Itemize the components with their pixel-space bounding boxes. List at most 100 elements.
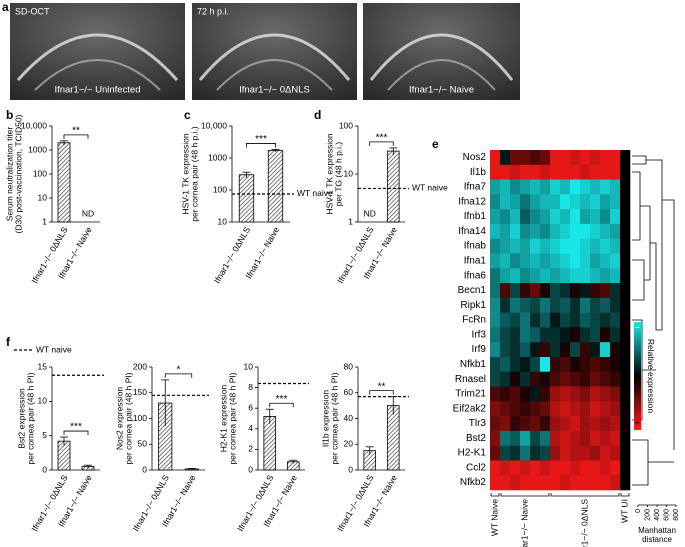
y-axis-label: per cornea pair (48 h PI) [123,372,133,464]
heatmap-cell [620,223,631,239]
bar [57,440,71,471]
heatmap-cell [550,223,561,239]
heatmap-cell [590,356,601,373]
heatmap-cell [500,327,511,343]
y-tick-label: 100 [339,120,353,130]
heatmap-cell [500,342,511,358]
heatmap-cell [530,209,541,225]
significance-label: *** [276,394,288,405]
row-label: Eif2ak2 [453,403,487,414]
heatmap-cell [600,238,611,254]
heatmap-cell [530,416,541,432]
heatmap-cell [580,283,591,299]
group-bracket [490,493,500,497]
y-tick-label: 4 [248,423,253,433]
heatmap-cell [490,194,501,210]
cornea-arc [369,33,514,81]
heatmap-cell [560,475,571,491]
heatmap-cell [550,342,561,358]
heatmap-cell [550,283,561,299]
heatmap-cell [600,179,611,195]
heatmap-cell [490,150,501,166]
heatmap-cell [520,445,531,461]
heatmap-cell [510,475,521,491]
heatmap-cell [590,475,601,491]
heatmap-cell [580,238,591,254]
heatmap-cell [570,179,581,195]
heatmap-cell [540,150,551,166]
heatmap-cell [550,297,561,313]
panel-label: d [314,108,321,122]
heatmap-cell [510,416,521,432]
heatmap-cell [610,416,621,432]
panel-label: c [184,108,191,122]
row-label: Bst2 [466,433,486,444]
row-label: H2-K1 [458,448,487,459]
heatmap-cell [510,312,521,328]
row-label: Ripk1 [460,300,486,311]
heatmap-cell [490,356,501,373]
heatmap-cell [560,386,571,402]
heatmap-cell [600,194,611,210]
heatmap-cell [500,371,511,387]
y-tick-label: 100 [33,168,47,178]
heatmap-cell [610,371,621,387]
significance-bracket [63,134,89,139]
row-label: Rnasel [455,374,486,385]
heatmap-cell [610,223,621,239]
heatmap-cell [580,401,591,417]
row-label: Nos2 [463,152,487,163]
heatmap-cell [570,209,581,225]
heatmap-cell [560,327,571,343]
heatmap-cell [620,342,631,358]
heatmap-cell [610,194,621,210]
y-axis-label: Bst2 expression [16,388,26,449]
heatmap-cell [530,401,541,417]
heatmap-cell [620,238,631,254]
heatmap-cell [610,150,621,166]
heatmap-cell [510,430,521,446]
y-axis-label: per cornea pair (48 h PI) [329,372,339,464]
heatmap-cell [490,268,501,284]
heatmap-cell [590,327,601,343]
heatmap-cell [610,253,621,269]
heatmap-cell [610,327,621,343]
heatmap-cell [500,253,511,269]
distance-tick-label: 600 [663,509,670,521]
heatmap-cell [520,253,531,269]
y-tick-label: 10 [38,396,48,406]
y-tick-label: 15 [38,361,48,371]
value-label: ND [82,208,94,218]
heatmap-cell [610,179,621,195]
y-tick-label: 6 [248,402,253,412]
heatmap-cell [510,445,521,461]
column-group-label: WT Naive [489,499,499,536]
heatmap-cell [510,371,521,387]
colorbar-label: Relative expression [646,339,656,413]
heatmap-cell [530,179,541,195]
heatmap-cell [530,238,541,254]
heatmap-cell [590,150,601,166]
y-tick-label: 8 [248,382,253,392]
heatmap-cell [530,253,541,269]
heatmap-cell [600,356,611,373]
heatmap-cell [600,283,611,299]
heatmap-cell [540,194,551,210]
heatmap-cell [550,312,561,328]
significance-bracket [246,143,276,148]
heatmap-cell [570,268,581,284]
significance-bracket [369,390,394,395]
heatmap-cell [580,209,591,225]
heatmap-cell [610,356,621,373]
heatmap-cell [550,386,561,402]
heatmap-cell [500,401,511,417]
heatmap-cell [540,356,551,373]
heatmap-cell [510,401,521,417]
image-label: Ifnar1−/− Naive [409,85,474,96]
row-label: Ifna1 [464,256,487,267]
y-axis-label: Nos2 expression [114,387,124,451]
distance-axis-label: Manhattan [638,526,676,535]
heatmap-cell [490,460,501,476]
heatmap-cell [610,268,621,284]
bar [57,142,71,223]
